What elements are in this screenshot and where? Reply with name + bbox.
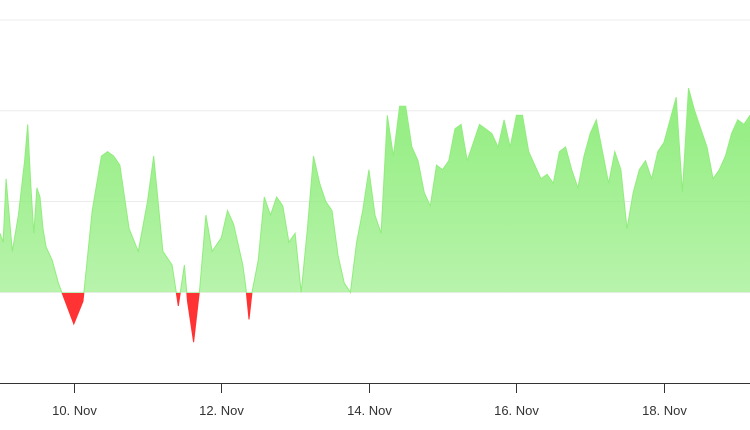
negative-area [62, 293, 252, 343]
negative-region [61, 293, 351, 343]
x-tick-label: 14. Nov [347, 403, 392, 418]
x-tick-label: 16. Nov [494, 403, 539, 418]
x-axis: 10. Nov 12. Nov 14. Nov 16. Nov 18. Nov [0, 383, 750, 418]
positive-area [0, 88, 750, 293]
series-areas [0, 87, 750, 343]
x-tick-label: 10. Nov [52, 403, 97, 418]
x-tick-label: 18. Nov [642, 403, 687, 418]
positive-line [0, 87, 750, 293]
x-tick-label: 12. Nov [199, 403, 244, 418]
positive-region [0, 87, 750, 293]
